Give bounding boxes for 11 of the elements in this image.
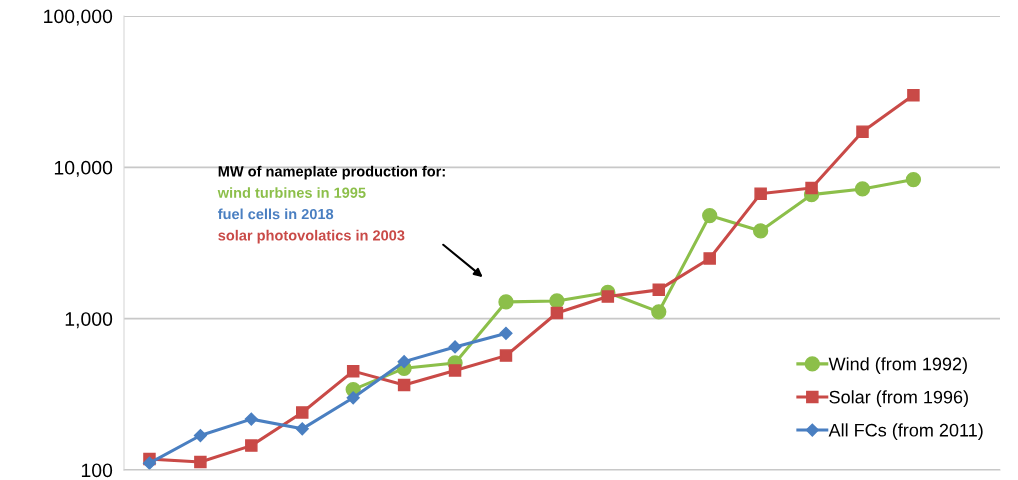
legend-label: All FCs (from 2011) <box>828 423 983 441</box>
y-tick-label: 10,000 <box>54 160 113 177</box>
y-tick-label: 1,000 <box>65 312 113 329</box>
legend-label: Solar (from 1996) <box>829 390 968 408</box>
y-tick-label: 100 <box>81 463 113 478</box>
annotation: fuel cells in 2018 <box>217 208 334 220</box>
legend-label: Wind (from 1992) <box>828 357 967 374</box>
annotation: MW of nameplate production for: <box>218 165 445 180</box>
annotation: wind turbines in 1995 <box>217 187 366 198</box>
annotation: solar photovolatics in 2003 <box>218 229 405 244</box>
y-tick-label: 100,000 <box>44 9 113 26</box>
